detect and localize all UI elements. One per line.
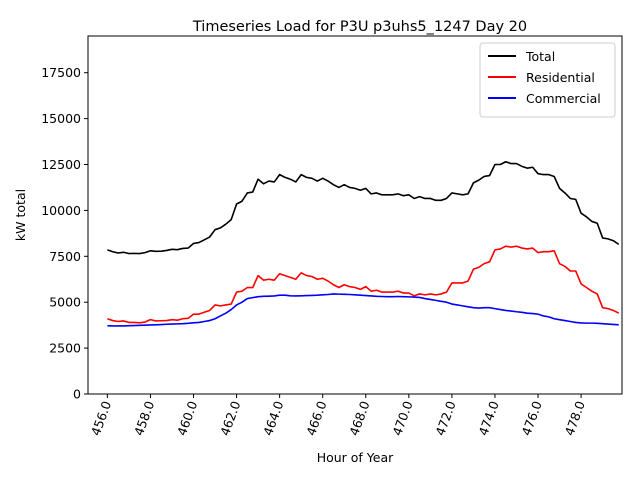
y-tick-label: 0 <box>73 387 81 402</box>
legend-commercial-label: Commercial <box>526 91 601 106</box>
y-tick-label: 17500 <box>41 65 81 80</box>
legend-residential-label: Residential <box>526 70 595 85</box>
legend: Total Residential Commercial <box>479 42 616 118</box>
plot-area-frame <box>87 35 623 395</box>
y-tick-label: 5000 <box>49 295 81 310</box>
y-tick-label: 12500 <box>41 157 81 172</box>
legend-total-label: Total <box>525 49 555 64</box>
y-tick-label: 7500 <box>49 249 81 264</box>
series-lines <box>107 160 620 327</box>
y-axis-ticks: 0 2500 5000 7500 10000 12500 15000 17500 <box>41 65 88 402</box>
chart-title: Timeseries Load for P3U p3uhs5_1247 Day … <box>192 19 527 35</box>
series-line-commercial <box>107 293 619 327</box>
y-tick-label: 10000 <box>41 203 81 218</box>
y-tick-label: 15000 <box>41 111 81 126</box>
y-axis-label: kW total <box>13 189 28 241</box>
y-tick-label: 2500 <box>49 341 81 356</box>
series-line-residential <box>107 245 620 324</box>
series-line-total <box>107 160 620 255</box>
x-axis-label: Hour of Year <box>317 450 394 465</box>
